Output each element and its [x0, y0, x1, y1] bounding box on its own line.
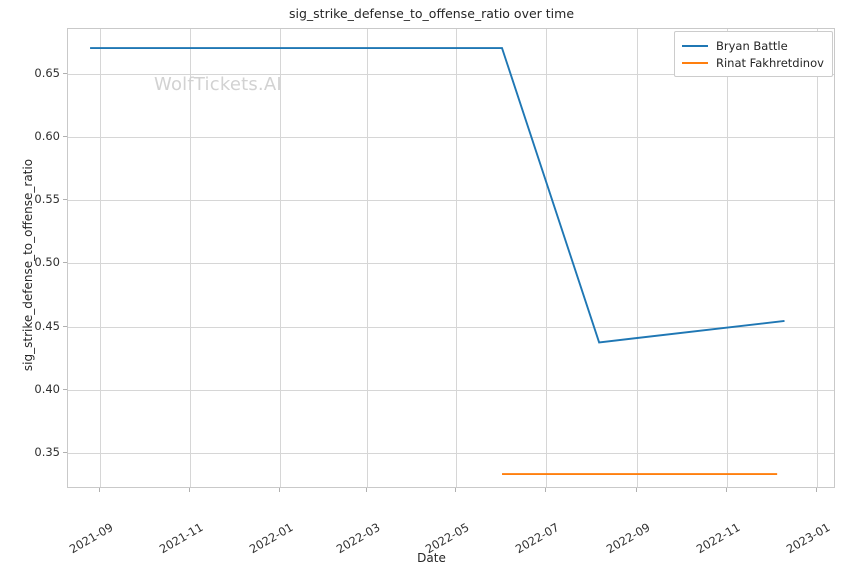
legend-label: Bryan Battle — [716, 38, 788, 53]
x-axis-tick-mark — [99, 488, 101, 492]
gridline-horizontal — [68, 326, 834, 328]
gridline-horizontal — [68, 200, 834, 202]
gridline-vertical — [100, 29, 102, 487]
gridline-vertical — [546, 29, 548, 487]
y-axis-tick-label: 0.35 — [34, 444, 60, 459]
gridline-horizontal — [68, 73, 834, 75]
legend-item[interactable]: Rinat Fakhretdinov — [682, 54, 824, 71]
series-lines — [90, 47, 785, 476]
gridline-horizontal — [68, 263, 834, 265]
gridline-vertical — [727, 29, 729, 487]
x-axis-tick-mark — [545, 488, 547, 492]
y-axis-tick-label: 0.40 — [34, 381, 60, 396]
legend-item[interactable]: Bryan Battle — [682, 37, 824, 54]
gridline-vertical — [366, 29, 368, 487]
gridline-vertical — [279, 29, 281, 487]
y-axis-tick-label: 0.60 — [34, 129, 60, 144]
y-axis-tick-labels: 0.35 0.40 0.45 0.50 0.55 0.60 0.65 — [8, 0, 60, 575]
gridline-vertical — [456, 29, 458, 487]
y-axis-tick-label: 0.55 — [34, 192, 60, 207]
legend[interactable]: Bryan Battle Rinat Fakhretdinov — [674, 31, 833, 77]
y-axis-tick-mark — [63, 72, 67, 74]
series-line — [90, 47, 785, 344]
legend-color-swatch — [682, 44, 708, 47]
y-axis-label: sig_strike_defense_to_offense_ratio — [21, 158, 35, 372]
x-axis-tick-mark — [636, 488, 638, 492]
chart-title: sig_strike_defense_to_offense_ratio over… — [288, 6, 575, 21]
x-axis-tick-mark — [815, 488, 817, 492]
gridline-horizontal — [68, 137, 834, 139]
gridline-vertical — [190, 29, 192, 487]
x-axis-tick-mark — [726, 488, 728, 492]
x-axis-tick-mark — [278, 488, 280, 492]
y-axis-tick-label: 0.45 — [34, 318, 60, 333]
gridline-horizontal — [68, 389, 834, 391]
x-axis-tick-mark — [365, 488, 367, 492]
y-axis-tick-mark — [63, 199, 67, 201]
y-axis-tick-mark — [63, 325, 67, 327]
plot-area: WolfTickets.AI — [67, 28, 835, 488]
x-axis-tick-mark — [455, 488, 457, 492]
legend-label: Rinat Fakhretdinov — [716, 55, 824, 70]
x-axis-tick-mark — [189, 488, 191, 492]
y-axis-tick-label: 0.65 — [34, 65, 60, 80]
y-axis-tick-mark — [63, 136, 67, 138]
gridline-vertical — [637, 29, 639, 487]
legend-color-swatch — [682, 61, 708, 64]
y-axis-tick-mark — [63, 451, 67, 453]
y-axis-tick-label: 0.50 — [34, 255, 60, 270]
gridline-vertical — [816, 29, 818, 487]
x-axis-label: Date — [417, 551, 446, 565]
y-axis-tick-mark — [63, 388, 67, 390]
gridline-horizontal — [68, 452, 834, 454]
y-axis-tick-mark — [63, 262, 67, 264]
